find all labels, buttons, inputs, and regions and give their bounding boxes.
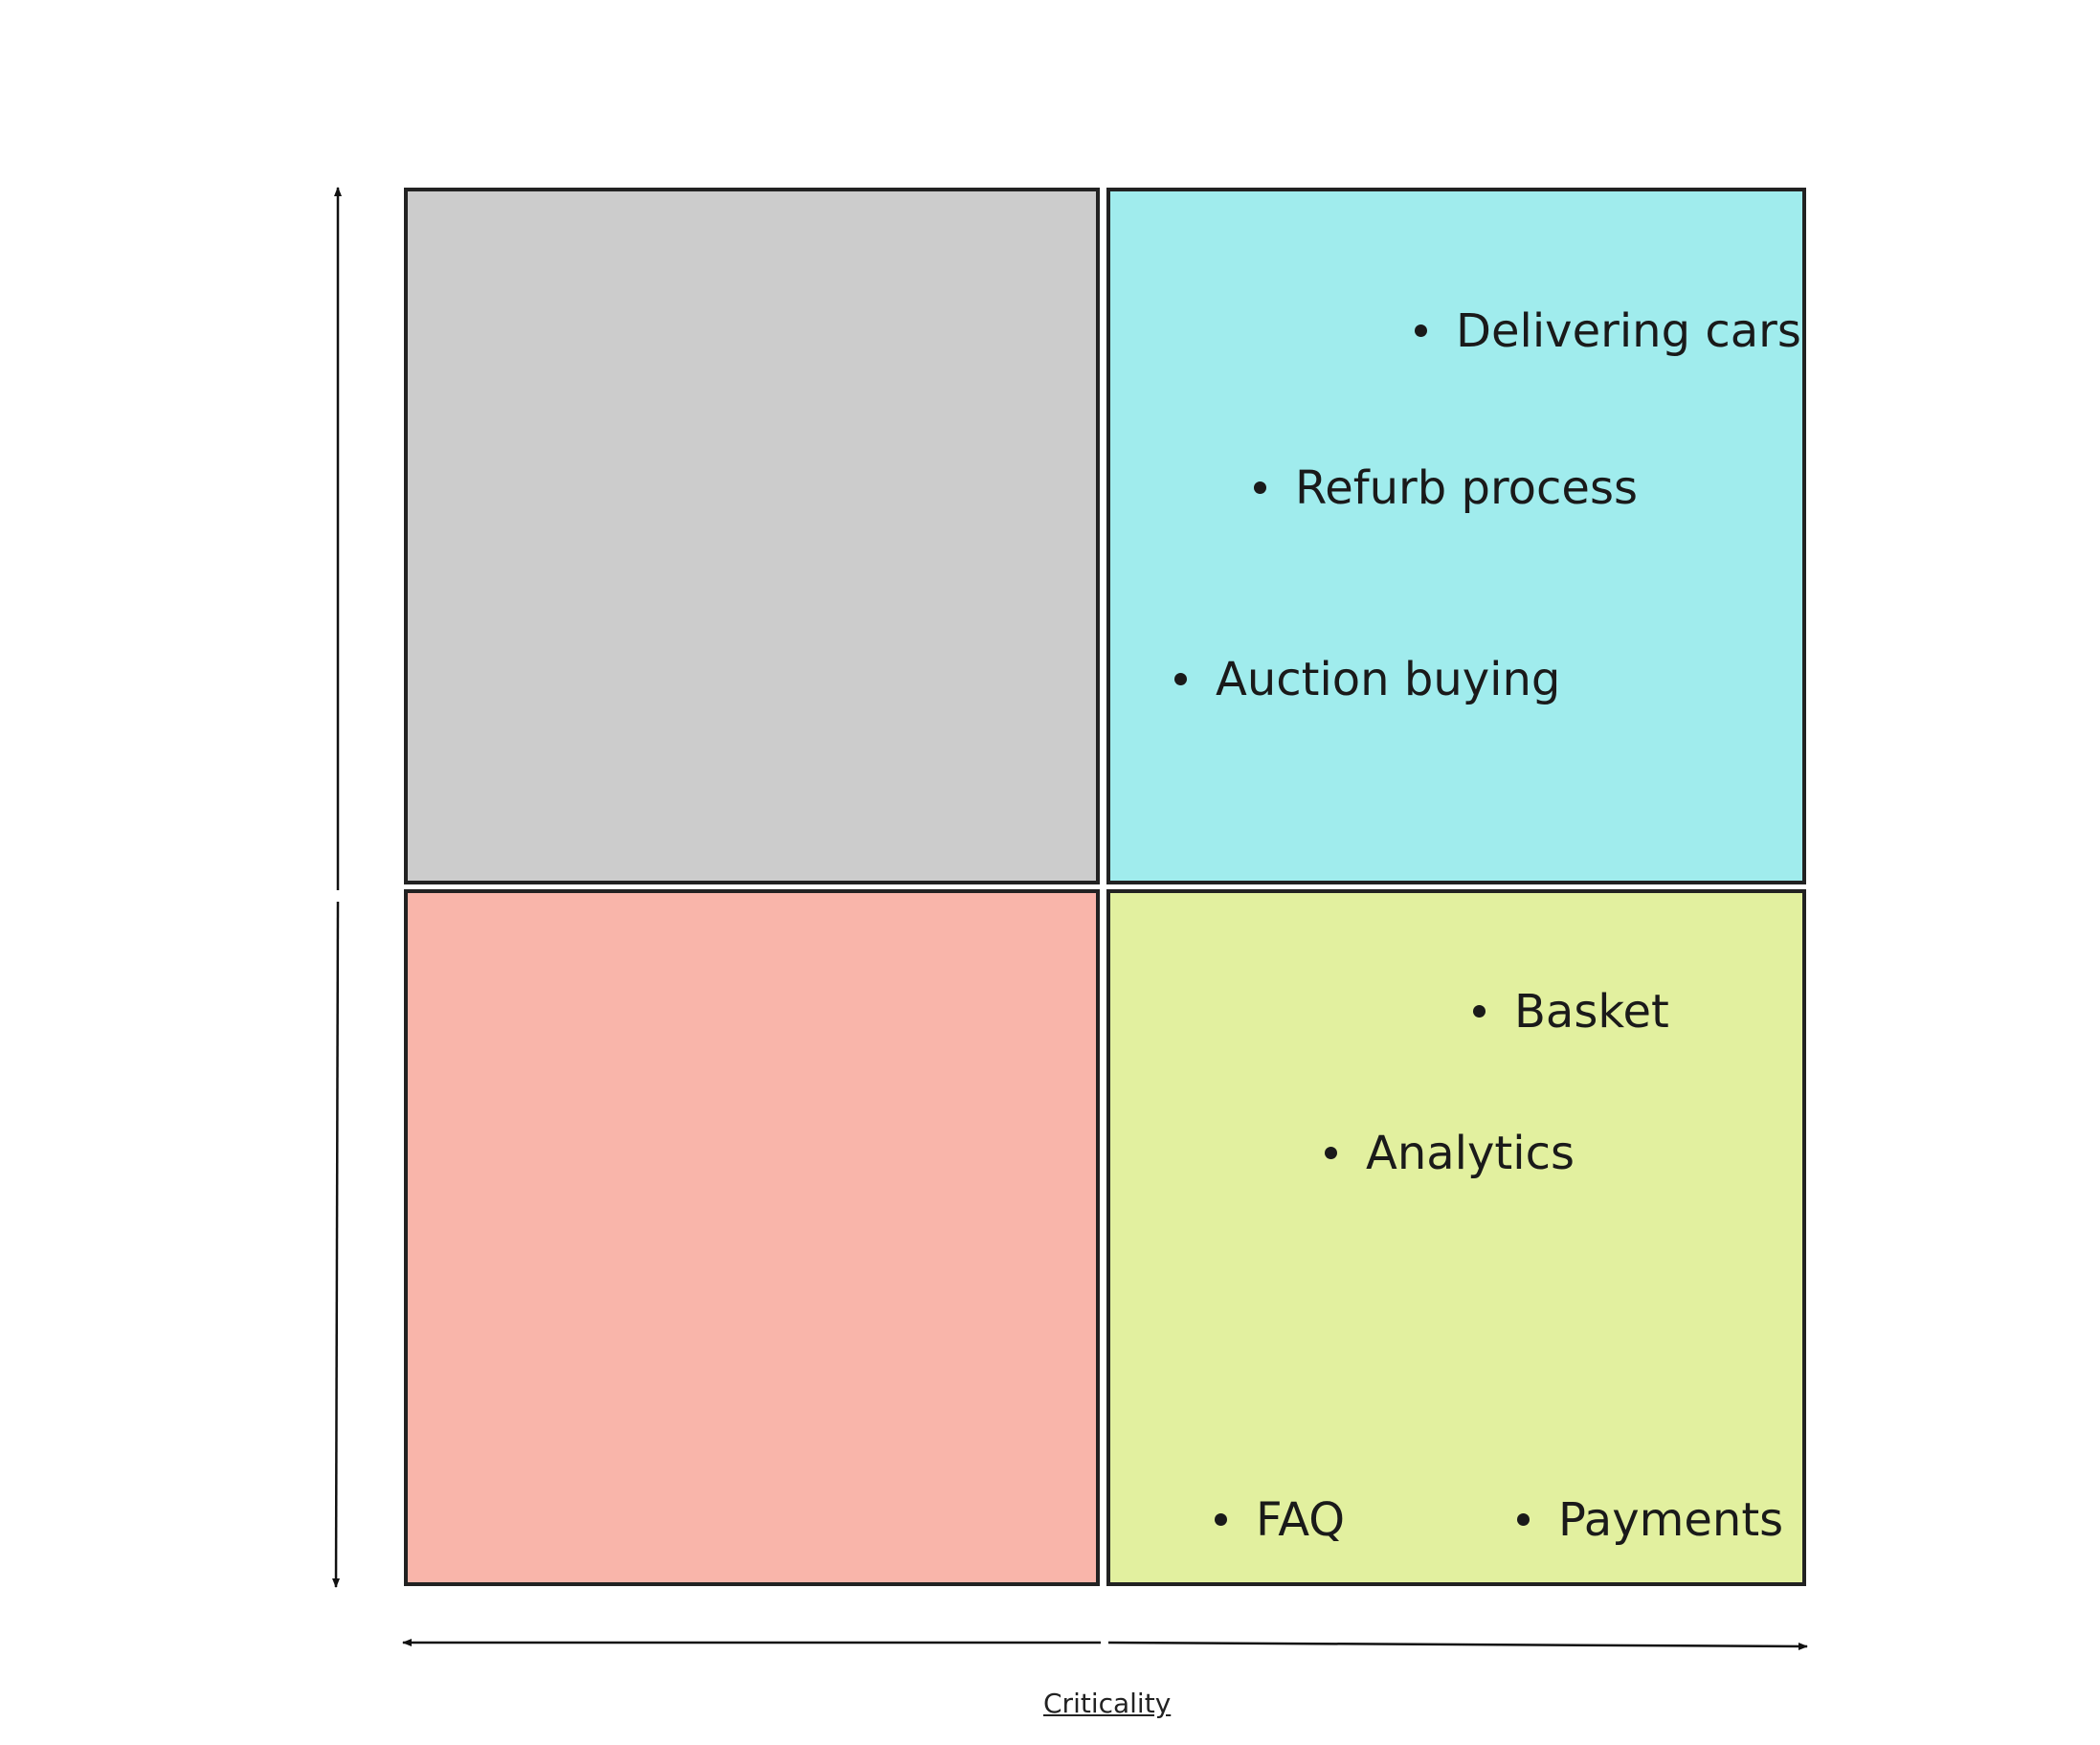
- bullet-icon: [1215, 1512, 1227, 1526]
- item-faq: FAQ: [1215, 1497, 1345, 1543]
- quadrant-top-right: Delivering cars Refurb process Auction b…: [1106, 188, 1806, 884]
- quadrant-bottom-right: Basket Analytics FAQ Payments: [1106, 889, 1806, 1586]
- item-label: Refurb process: [1295, 461, 1638, 515]
- item-label: FAQ: [1256, 1493, 1345, 1547]
- item-delivering-cars: Delivering cars: [1415, 308, 1801, 354]
- item-label: Payments: [1558, 1493, 1784, 1547]
- item-label: Basket: [1514, 985, 1669, 1039]
- bullet-icon: [1473, 1004, 1486, 1018]
- bullet-icon: [1325, 1146, 1337, 1159]
- item-analytics: Analytics: [1325, 1130, 1575, 1176]
- item-payments: Payments: [1517, 1497, 1783, 1543]
- y-axis-lower-arrow: [332, 901, 341, 1588]
- bullet-icon: [1415, 324, 1427, 337]
- item-refurb-process: Refurb process: [1254, 465, 1638, 511]
- bullet-icon: [1174, 672, 1187, 685]
- item-auction-buying: Auction buying: [1174, 657, 1560, 703]
- bullet-icon: [1254, 481, 1266, 494]
- quadrant-bottom-left: [404, 889, 1100, 1586]
- item-label: Auction buying: [1216, 653, 1561, 706]
- bullet-icon: [1517, 1512, 1530, 1526]
- item-label: Analytics: [1366, 1127, 1575, 1180]
- item-label: Delivering cars: [1456, 304, 1801, 358]
- x-axis-title: Criticality: [1043, 1688, 1172, 1719]
- item-basket: Basket: [1473, 989, 1669, 1035]
- quadrant-top-left: [404, 188, 1100, 884]
- x-axis-right-arrow: [1107, 1641, 1808, 1650]
